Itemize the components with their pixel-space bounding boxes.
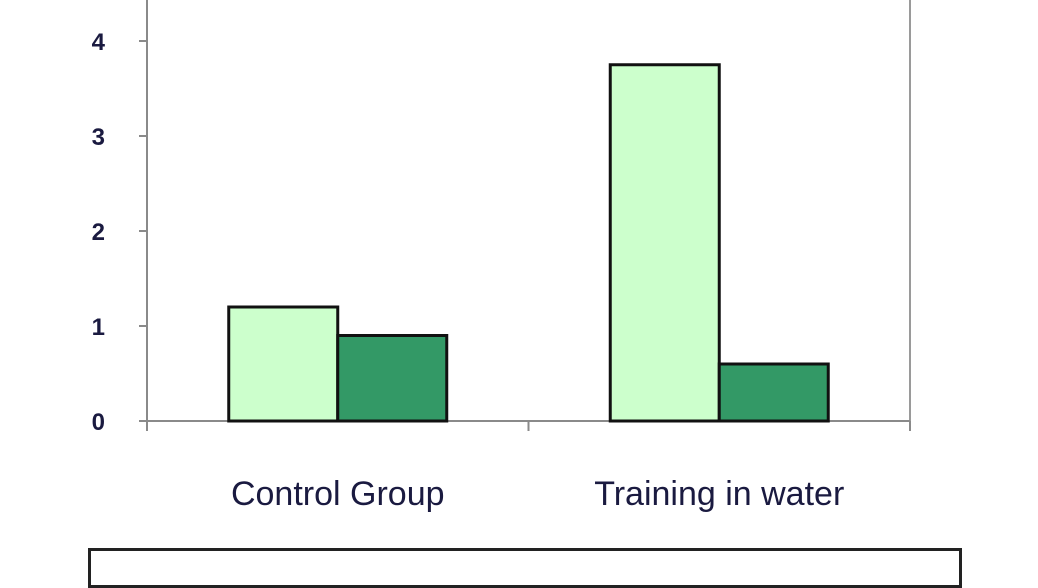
y-axis: 0 1 2 3 4	[92, 0, 148, 436]
y-tick-label: 0	[92, 409, 105, 436]
bars	[227, 63, 830, 423]
category-label: Control Group	[231, 475, 445, 513]
bar	[608, 63, 721, 423]
y-tick-label: 2	[92, 219, 105, 246]
legend	[88, 548, 962, 588]
bar	[336, 334, 449, 423]
y-tick-label: 3	[92, 124, 105, 151]
category-label: Training in water	[594, 475, 844, 513]
category-labels: Control Group Training in water	[231, 475, 844, 513]
bar-chart: 0 1 2 3 4 Control Group Training in water	[92, 0, 911, 513]
bar	[717, 362, 830, 423]
bar	[227, 305, 340, 423]
y-tick-label: 4	[92, 29, 106, 56]
y-tick-label: 1	[92, 314, 105, 341]
